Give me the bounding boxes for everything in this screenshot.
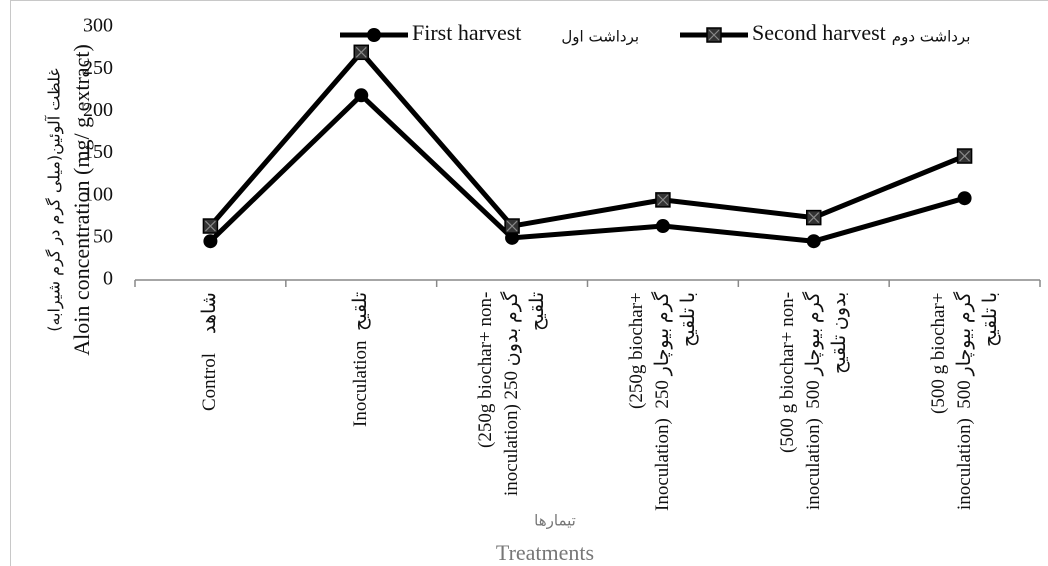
marker-cross <box>355 46 367 58</box>
y-tick-label: 0 <box>103 268 113 290</box>
marker-cross <box>657 194 669 206</box>
series-line <box>208 49 966 229</box>
marker <box>367 28 381 42</box>
y-label: Aloin concentration (mg/ g extract) <box>69 44 94 356</box>
y-label-fa: غلظت آلوئین(میلی گرم در گرم شیرابه) <box>45 68 65 332</box>
marker <box>655 219 670 234</box>
x-tick-label: Control شاهد <box>199 292 221 411</box>
marker-cross <box>204 220 216 232</box>
marker <box>806 234 821 249</box>
y-tick-label: 250 <box>83 57 113 79</box>
series-line <box>208 92 966 244</box>
y-tick-label: 100 <box>83 183 113 205</box>
y-tick-label: 200 <box>83 99 113 121</box>
x-tick-label: (250g biochar+ Inoculation) 250 گرم بیوچ… <box>625 292 699 512</box>
y-tick-label: 150 <box>83 141 113 163</box>
legend-label: Second harvest <box>752 20 886 45</box>
x-tick-label: (500 g biochar+ inoculation) 500 گرم بیو… <box>927 292 1001 511</box>
marker <box>354 88 369 103</box>
x-tick-label: Inoculation تلقیح <box>350 292 372 428</box>
marker-cross <box>506 220 518 232</box>
y-tick-label: 50 <box>93 225 113 247</box>
marker-cross <box>708 29 720 41</box>
legend-label: First harvest <box>412 20 521 45</box>
legend-label-fa: برداشت دوم <box>892 28 971 46</box>
x-label-fa: تیمارها <box>534 512 576 530</box>
legend-label-fa: برداشت اول <box>561 28 639 46</box>
marker <box>957 191 972 206</box>
x-tick-label: (500 g biochar+ non- inoculation) 500 گر… <box>776 292 850 511</box>
marker <box>505 230 520 245</box>
marker-cross <box>959 150 971 162</box>
y-tick-label: 300 <box>83 15 113 37</box>
marker <box>203 234 218 249</box>
x-label: Treatments <box>496 540 594 565</box>
frame <box>10 0 1048 566</box>
marker-cross <box>808 212 820 224</box>
x-tick-label: (250g biochar+ non- inoculation) 250 گرم… <box>475 292 549 497</box>
